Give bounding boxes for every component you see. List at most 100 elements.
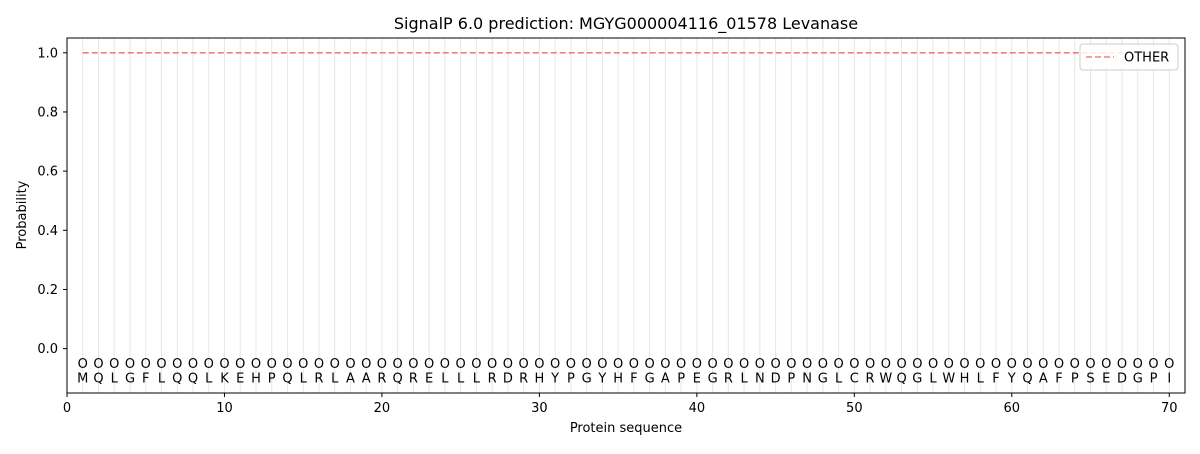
legend: OTHER	[1079, 43, 1179, 71]
state-label: O	[597, 357, 607, 372]
state-label: O	[739, 357, 749, 372]
x-tick-label: 30	[531, 401, 548, 416]
state-label: O	[172, 357, 182, 372]
x-tick-label: 0	[63, 401, 71, 416]
state-label: O	[519, 357, 529, 372]
state-label: O	[1101, 357, 1111, 372]
residue-label: R	[724, 372, 733, 387]
state-label: O	[645, 357, 655, 372]
residue-label: L	[740, 372, 748, 387]
residue-label: H	[960, 372, 970, 387]
legend-box	[1079, 43, 1179, 71]
residue-label: R	[519, 372, 528, 387]
residue-label: L	[835, 372, 843, 387]
state-label: O	[912, 357, 922, 372]
residue-label: D	[503, 372, 513, 387]
legend-label-other: OTHER	[1124, 51, 1169, 66]
state-label: O	[456, 357, 466, 372]
state-label: O	[251, 357, 261, 372]
residue-label: Q	[188, 372, 198, 387]
x-tick-label: 20	[374, 401, 391, 416]
residue-label: Q	[1022, 372, 1032, 387]
residue-label: Y	[597, 372, 606, 387]
residue-label: R	[409, 372, 418, 387]
state-label: O	[534, 357, 544, 372]
state-label: O	[219, 357, 229, 372]
residue-label: E	[236, 372, 244, 387]
residue-label: A	[346, 372, 355, 387]
residue-label: K	[220, 372, 229, 387]
residue-label: P	[787, 372, 795, 387]
state-label: O	[424, 357, 434, 372]
state-label: O	[408, 357, 418, 372]
state-label: O	[235, 357, 245, 372]
residue-label: L	[205, 372, 213, 387]
state-label: O	[723, 357, 733, 372]
state-label: O	[896, 357, 906, 372]
x-tick-label: 10	[216, 401, 233, 416]
state-label: O	[550, 357, 560, 372]
state-label: O	[1007, 357, 1017, 372]
state-label: O	[660, 357, 670, 372]
state-label: O	[156, 357, 166, 372]
y-axis-label: Probability	[15, 180, 30, 249]
residue-label: R	[377, 372, 386, 387]
residue-label: H	[613, 372, 623, 387]
state-label: O	[1133, 357, 1143, 372]
residue-label: N	[802, 372, 812, 387]
residue-label: C	[850, 372, 859, 387]
residue-label: Y	[550, 372, 559, 387]
state-label: O	[849, 357, 859, 372]
state-label: O	[78, 357, 88, 372]
residue-label: F	[1055, 372, 1062, 387]
residue-label: G	[708, 372, 718, 387]
residue-label: Q	[282, 372, 292, 387]
state-label: O	[676, 357, 686, 372]
state-label: O	[786, 357, 796, 372]
residue-label: P	[268, 372, 276, 387]
residue-label: R	[866, 372, 875, 387]
state-label: O	[330, 357, 340, 372]
residue-label: H	[535, 372, 545, 387]
state-label: O	[629, 357, 639, 372]
state-label: O	[345, 357, 355, 372]
residue-label: M	[77, 372, 88, 387]
x-tick-label: 70	[1161, 401, 1178, 416]
residue-label: A	[661, 372, 670, 387]
residue-label: L	[473, 372, 481, 387]
residue-label: W	[942, 372, 955, 387]
state-label: O	[361, 357, 371, 372]
residue-label: L	[331, 372, 339, 387]
state-label: O	[959, 357, 969, 372]
residue-label: L	[441, 372, 449, 387]
y-axis-ticks: 0.0 0.2 0.4 0.6 0.8 1.0	[37, 46, 67, 357]
state-label: O	[1164, 357, 1174, 372]
state-label: O	[314, 357, 324, 372]
residue-label: Q	[896, 372, 906, 387]
residue-label: D	[771, 372, 781, 387]
state-label: O	[1070, 357, 1080, 372]
state-label: O	[755, 357, 765, 372]
x-tick-label: 50	[846, 401, 863, 416]
residue-label: P	[567, 372, 575, 387]
residue-label: L	[158, 372, 166, 387]
residue-label: G	[125, 372, 135, 387]
y-tick-label: 0.4	[37, 224, 58, 239]
residue-label: A	[362, 372, 371, 387]
state-label: O	[833, 357, 843, 372]
y-tick-label: 0.0	[37, 342, 58, 357]
state-label: O	[928, 357, 938, 372]
x-tick-label: 40	[689, 401, 706, 416]
x-axis-label: Protein sequence	[570, 421, 682, 436]
state-label: O	[582, 357, 592, 372]
residue-label: D	[1117, 372, 1127, 387]
state-label: O	[267, 357, 277, 372]
y-tick-label: 0.2	[37, 283, 58, 298]
state-label: O	[440, 357, 450, 372]
chart-marks: OMOQOLOGOFOLOQOQOLOKOEOHOPOQOLOROLOAOAOR…	[77, 51, 1174, 387]
residue-label: G	[912, 372, 922, 387]
residue-label: P	[1150, 372, 1158, 387]
x-tick-label: 60	[1004, 401, 1021, 416]
residue-label: H	[251, 372, 261, 387]
